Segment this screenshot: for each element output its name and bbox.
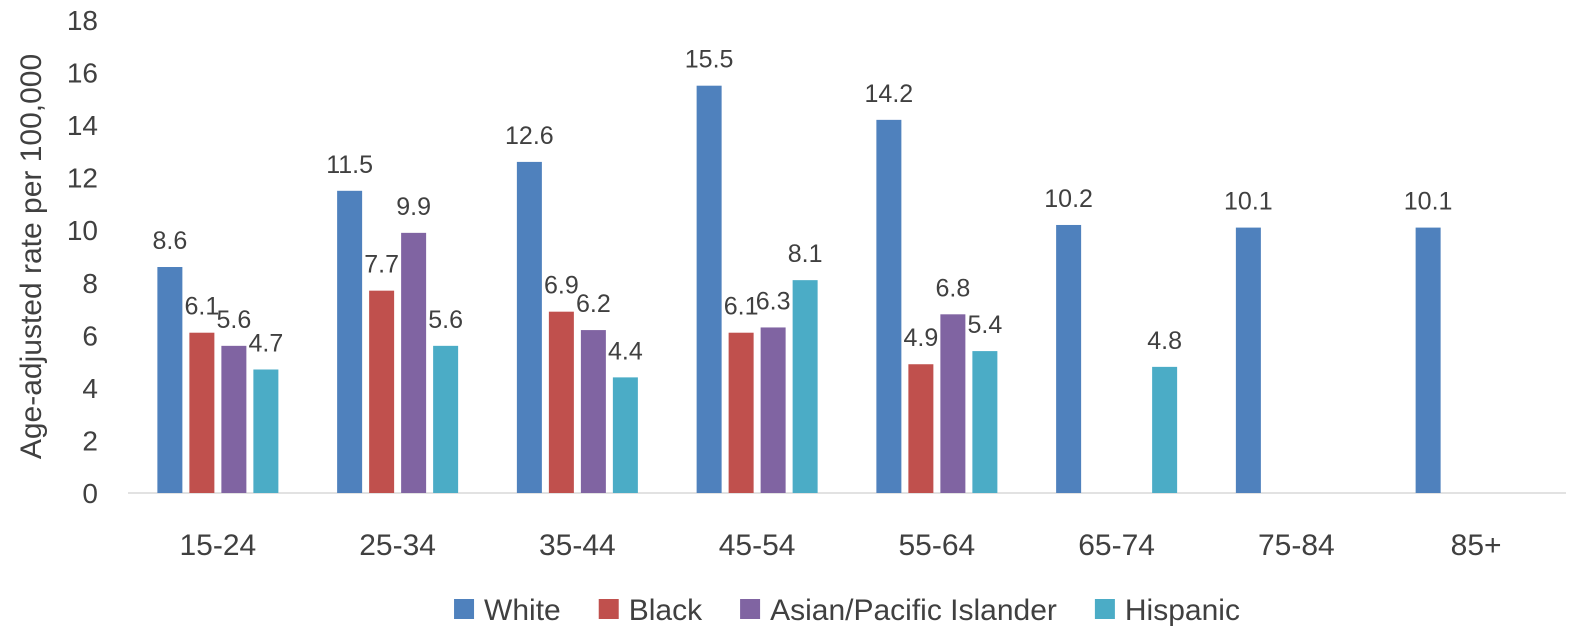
- data-label: 6.1: [184, 293, 219, 321]
- data-label: 4.9: [903, 324, 938, 352]
- legend: White Black Asian/Pacific Islander Hispanic: [454, 594, 1240, 627]
- y-tick-label: 4: [82, 373, 98, 404]
- data-label: 4.4: [608, 337, 643, 365]
- bar-asian-pacific-islander: [580, 330, 606, 493]
- legend-label: Asian/Pacific Islander: [770, 594, 1057, 627]
- data-label: 8.6: [152, 227, 187, 255]
- data-label: 14.2: [865, 80, 914, 108]
- data-label: 11.5: [326, 151, 373, 179]
- data-label: 10.1: [1224, 188, 1273, 216]
- legend-swatch: [598, 599, 619, 619]
- legend-label: Hispanic: [1125, 594, 1240, 627]
- x-tick-label: 65-74: [1078, 529, 1155, 562]
- legend-swatch: [454, 599, 475, 619]
- y-tick-label: 6: [82, 320, 98, 351]
- x-tick-label: 45-54: [719, 529, 796, 562]
- x-tick-label: 85+: [1451, 529, 1502, 562]
- bar-white: [337, 190, 363, 494]
- legend-item: Black: [598, 594, 703, 627]
- bar-hispanic: [972, 351, 998, 493]
- y-tick-label: 14: [67, 110, 98, 141]
- data-label: 9.9: [396, 193, 431, 221]
- data-label: 7.7: [364, 251, 399, 279]
- bar-white: [876, 119, 902, 493]
- bar-white: [1056, 224, 1082, 493]
- data-label: 5.4: [967, 311, 1002, 339]
- legend-item: Asian/Pacific Islander: [740, 594, 1057, 627]
- data-label: 6.9: [544, 272, 579, 300]
- bar-black: [369, 290, 395, 493]
- y-tick-label: 0: [82, 478, 98, 509]
- data-label: 6.1: [724, 293, 759, 321]
- data-label: 4.7: [248, 329, 283, 357]
- bar-hispanic: [433, 345, 459, 493]
- y-tick-label: 16: [67, 58, 98, 89]
- x-tick-label: 25-34: [359, 529, 436, 562]
- bar-hispanic: [253, 369, 279, 493]
- bars: [157, 85, 1441, 494]
- data-label: 5.6: [216, 306, 251, 334]
- data-label: 12.6: [505, 122, 554, 150]
- y-axis-title: Age-adjusted rate per 100,000: [15, 54, 48, 459]
- bar-asian-pacific-islander: [940, 314, 966, 493]
- bar-asian-pacific-islander: [760, 327, 786, 493]
- bar-black: [728, 332, 754, 493]
- bar-black: [908, 364, 934, 493]
- data-label: 10.1: [1404, 188, 1453, 216]
- legend-swatch: [740, 599, 761, 619]
- x-tick-label: 15-24: [180, 529, 257, 562]
- data-label: 4.8: [1147, 327, 1182, 355]
- x-tick-label: 75-84: [1258, 529, 1335, 562]
- bar-white: [1235, 227, 1261, 493]
- bar-white: [516, 161, 542, 493]
- y-tick-label: 10: [67, 215, 98, 246]
- legend-item: Hispanic: [1094, 594, 1240, 627]
- x-axis: 15-24 25-34 35-44 45-54 55-64 65-74 75-84 85+: [180, 529, 1502, 562]
- data-label: 10.2: [1044, 185, 1093, 213]
- x-tick-label: 35-44: [539, 529, 616, 562]
- bar-asian-pacific-islander: [221, 345, 247, 493]
- legend-label: White: [484, 594, 561, 627]
- data-label: 6.3: [756, 287, 791, 315]
- bar-hispanic: [792, 280, 818, 493]
- y-tick-label: 12: [67, 163, 98, 194]
- bar-hispanic: [1152, 366, 1178, 493]
- data-label: 8.1: [788, 240, 823, 268]
- bar-white: [696, 85, 722, 493]
- y-axis: 0 2 4 6 8 10 12 14 16 18: [67, 5, 98, 509]
- x-tick-label: 55-64: [899, 529, 976, 562]
- data-label: 6.8: [935, 274, 970, 302]
- data-labels: 8.66.15.64.711.57.79.95.612.66.96.24.415…: [152, 46, 1452, 366]
- legend-item: White: [454, 594, 561, 627]
- bar-asian-pacific-islander: [401, 232, 427, 493]
- legend-label: Black: [629, 594, 703, 627]
- data-label: 15.5: [685, 46, 734, 74]
- y-tick-label: 18: [67, 5, 98, 36]
- bar-black: [548, 311, 574, 493]
- y-tick-label: 8: [82, 268, 98, 299]
- y-tick-label: 2: [82, 425, 98, 456]
- data-label: 5.6: [428, 306, 463, 334]
- legend-swatch: [1094, 599, 1115, 619]
- bar-white: [1415, 227, 1441, 493]
- data-label: 6.2: [576, 290, 611, 318]
- bar-white: [157, 267, 183, 493]
- bar-hispanic: [612, 377, 638, 493]
- bar-black: [189, 332, 215, 493]
